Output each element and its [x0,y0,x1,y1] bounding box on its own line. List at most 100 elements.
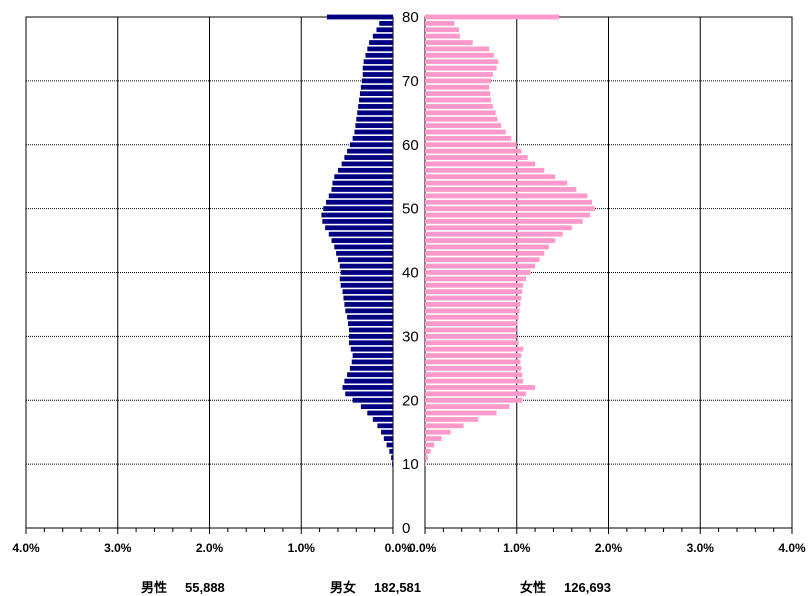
female-bar [425,295,522,301]
male-bar [348,321,393,326]
male-bar [352,397,393,403]
female-bar [425,276,526,282]
female-bar [425,116,498,122]
female-bar [425,436,442,441]
female-bar [425,397,523,403]
total-population: 男女 182,581 [330,577,421,596]
male-bar [372,417,393,422]
male-bar [357,110,393,116]
male-bar [356,116,393,122]
age-tick-label: 70 [402,73,419,90]
female-bar [425,174,556,180]
female-bar [425,346,524,352]
female-bar [425,225,572,231]
male-bar [345,391,393,397]
female-bar [425,180,568,186]
female-bar [425,359,521,365]
female-bar [425,199,592,205]
female-bar [425,187,577,192]
female-bar [425,321,518,326]
age-tick-label: 20 [402,392,419,409]
female-bar [425,378,524,384]
female-bar [425,20,455,26]
female-bar [425,391,526,397]
female-bar [425,219,583,224]
female-bar [425,148,522,154]
female-bar [425,238,556,243]
female-bar [425,206,595,212]
female-bar [425,231,563,237]
female-bar [425,110,496,116]
male-plot-area [25,14,394,534]
male-bar [392,461,393,467]
female-bar [425,410,497,416]
male-bar [359,97,393,103]
female-bar [425,372,523,378]
total-label: 男女 [330,580,357,595]
age-tick-label: 30 [402,328,419,345]
age-tick-label: 40 [402,265,419,282]
right-axis-tick-label: 4.0% [778,541,806,555]
male-bar [360,84,393,90]
left-axis-tick-label: 4.0% [12,541,40,555]
female-bar [425,250,545,256]
female-bar [425,161,536,167]
male-bar [354,129,393,135]
male-bar [321,212,393,218]
female-bar [425,59,499,65]
male-bar [342,385,393,390]
total-value: 182,581 [374,580,422,595]
male-bar [339,276,393,282]
right-axis-tick-label: 1.0% [503,541,531,555]
female-bar [425,142,517,148]
male-bar [347,148,393,154]
male-bar [336,250,393,256]
female-bar [425,78,492,84]
male-bar [342,289,393,295]
female-total: 女性 126,693 [520,577,611,596]
female-bar [425,429,451,435]
age-tick-label: 0 [402,520,410,537]
right-axis-tick-label: 2.0% [595,541,623,555]
female-bar [425,123,502,128]
female-bar [425,129,506,135]
right-axis-tick-label: 0.0% [409,541,437,555]
male-bar [334,244,393,250]
male-bar [355,123,393,128]
male-bar [383,436,393,441]
female-bar [425,353,522,358]
male-total: 男性 55,888 [141,577,225,596]
left-axis-tick-label: 2.0% [196,541,224,555]
female-bar [425,340,519,346]
female-bar [425,302,521,307]
male-bar [349,142,393,148]
male-bar [325,225,393,231]
male-bar [343,295,393,301]
male-bar [322,219,393,224]
female-bar [425,72,493,77]
male-bar [372,33,393,39]
male-bar [340,270,393,275]
female-label: 女性 [520,580,547,595]
male-bar [347,314,393,320]
male-bar [332,180,393,186]
female-bar [425,448,431,454]
female-bar [425,33,460,39]
male-bar [379,20,393,26]
male-bar [348,340,393,346]
male-value: 55,888 [185,580,225,595]
age-axis: 0 10 20 30 40 50 60 70 80 [402,9,419,537]
female-bar [425,282,524,288]
male-bar [341,161,393,167]
male-bar [389,448,393,454]
male-bar [369,40,393,45]
male-bar [362,72,393,77]
male-bar [331,238,393,243]
female-bar [425,365,522,371]
male-bar [391,455,393,461]
female-bar [425,404,510,410]
male-bar [352,353,393,358]
male-bar [362,65,393,71]
right-axis-tick-label: 3.0% [687,541,715,555]
female-bar [425,65,497,71]
